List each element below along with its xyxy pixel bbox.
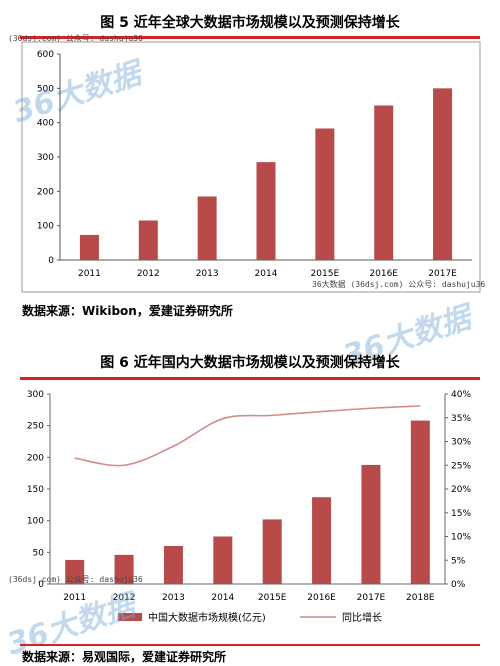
- chart2-y-tick-right-label: 30%: [451, 438, 471, 448]
- chart1-y-tick-label: 100: [37, 222, 54, 232]
- chart2-y-tick-left-label: 0: [38, 580, 44, 590]
- chart1-x-tick-label: 2011: [78, 269, 101, 279]
- watermark-bottom: (36dsj.com) 公众号: dashuju36: [8, 575, 143, 584]
- chart1-bar-2017E: [433, 88, 453, 260]
- chart1-y-tick-label: 0: [48, 256, 54, 266]
- chart2-y-tick-right-label: 15%: [451, 509, 471, 519]
- chart2-y-tick-left-label: 200: [27, 453, 44, 463]
- chart2-y-tick-left-label: 250: [27, 422, 44, 432]
- chart2-bar-2012: [114, 554, 134, 584]
- chart1-y-tick-label: 500: [37, 84, 54, 94]
- chart2-x-tick-label: 2013: [162, 593, 185, 603]
- chart1-y-tick-label: 300: [37, 153, 54, 163]
- chart1-y-tick-label: 600: [37, 50, 54, 60]
- watermark-top: (36dsj.com) 公众号: dashuju36: [8, 34, 143, 43]
- chart2-x-tick-label: 2012: [113, 593, 136, 603]
- chart2-bar-2018E: [410, 420, 430, 584]
- chart1-bar-2012: [138, 220, 158, 260]
- chart2-x-tick-label: 2016E: [307, 593, 336, 603]
- chart2-bar-2017E: [361, 464, 381, 584]
- chart2-x-tick-label: 2014: [211, 593, 234, 603]
- chart2-y-tick-right-label: 5%: [451, 556, 466, 566]
- figure1-title: 图 5 近年全球大数据市场规模以及预测保持增长: [100, 15, 400, 31]
- chart1-x-tick-label: 2017E: [428, 269, 457, 279]
- chart2-bar-2016E: [312, 497, 332, 584]
- chart1-bar-2014: [256, 162, 276, 260]
- chart2-x-tick-label: 2015E: [258, 593, 287, 603]
- chart1-x-tick-label: 2015E: [311, 269, 340, 279]
- figure1-source: 数据来源：Wikibon，爱建证券研究所: [22, 304, 233, 318]
- chart2-y-tick-left-label: 50: [33, 548, 45, 558]
- chart2-y-tick-right-label: 0%: [451, 580, 466, 590]
- chart2-y-tick-right-label: 10%: [451, 533, 471, 543]
- figure1-divider: [20, 36, 480, 39]
- legend-label-line: 同比增长: [342, 611, 382, 624]
- figure2-source: 数据来源：易观国际，爱建证券研究所: [22, 650, 227, 664]
- chart1-y-tick-label: 200: [37, 187, 54, 197]
- chart1-x-tick-label: 2012: [137, 269, 160, 279]
- chart2-bar-2011: [65, 559, 85, 584]
- figure2-bottom-divider: [20, 644, 480, 646]
- chart2-y-tick-left-label: 150: [27, 485, 44, 495]
- chart2-legend: 中国大数据市场规模(亿元) 同比增长: [118, 611, 382, 624]
- chart2-y-tick-right-label: 40%: [451, 390, 471, 400]
- chart1-bar-2016E: [374, 105, 394, 260]
- chart2-x-tick-label: 2011: [63, 593, 86, 603]
- chart2-x-tick-label: 2018E: [406, 593, 435, 603]
- chart2-y-tick-right-label: 25%: [451, 461, 471, 471]
- legend-label-bar: 中国大数据市场规模(亿元): [148, 611, 266, 624]
- chart2-y-tick-left-label: 100: [27, 517, 44, 527]
- chart1-y-tick-label: 400: [37, 119, 54, 129]
- watermark-mid: 36大数据 (36dsj.com) 公众号: dashuju36: [312, 280, 486, 289]
- chart1-x-tick-label: 2016E: [369, 269, 398, 279]
- legend-swatch-bar: [118, 613, 142, 621]
- chart2-growth-line: [74, 405, 421, 467]
- figure2-divider: [20, 377, 480, 380]
- chart2-bar-2013: [163, 546, 183, 584]
- chart1-bar-2015E: [315, 128, 335, 260]
- chart1-x-tick-label: 2013: [196, 269, 219, 279]
- chart2-y-tick-right-label: 20%: [451, 485, 471, 495]
- chart2-bar-2014: [213, 536, 233, 584]
- chart2: 0 50 100 150 200 250 300 0% 5% 10% 15% 20% 25% 30% 35…: [27, 390, 472, 624]
- chart1-frame: [21, 41, 481, 293]
- chart2-y-tick-right-label: 35%: [451, 414, 471, 424]
- chart1-x-tick-label: 2014: [255, 269, 278, 279]
- chart1-bar-2013: [197, 196, 217, 260]
- chart1: 0 100 200 300 400 500 600 2011 2012 2013 2014 2015…: [21, 41, 481, 293]
- chart1-bar-2011: [79, 234, 99, 260]
- chart2-bar-2015E: [262, 519, 282, 584]
- chart2-x-tick-label: 2017E: [357, 593, 386, 603]
- figure2-title: 图 6 近年国内大数据市场规模以及预测保持增长: [100, 355, 400, 371]
- chart2-y-tick-left-label: 300: [27, 390, 44, 400]
